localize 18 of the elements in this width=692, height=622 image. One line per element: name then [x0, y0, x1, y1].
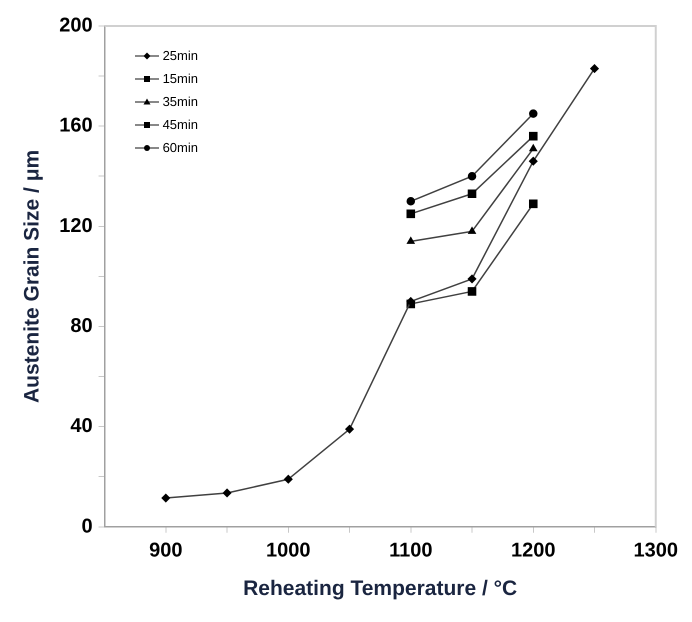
- legend-label: 25min: [162, 48, 198, 63]
- legend-label: 35min: [162, 94, 198, 109]
- x-axis-title: Reheating Temperature / °C: [243, 577, 518, 600]
- x-tick-label: 1000: [266, 539, 311, 562]
- x-tick-label: 900: [149, 539, 182, 562]
- y-tick-label: 120: [59, 214, 93, 237]
- x-tick-label: 1100: [389, 539, 432, 562]
- y-tick-label: 80: [70, 314, 93, 337]
- y-tick-label: 40: [70, 415, 93, 438]
- y-tick-label: 200: [59, 14, 93, 37]
- legend-label: 45min: [162, 117, 198, 132]
- legend-label: 15min: [162, 71, 198, 86]
- y-tick-label: 160: [59, 114, 93, 137]
- legend-label: 60min: [162, 140, 198, 155]
- y-tick-label: 0: [81, 515, 93, 538]
- y-axis-title: Austenite Grain Size / μm: [20, 150, 44, 404]
- x-tick-label: 1200: [511, 539, 556, 562]
- x-tick-label: 1300: [634, 539, 678, 562]
